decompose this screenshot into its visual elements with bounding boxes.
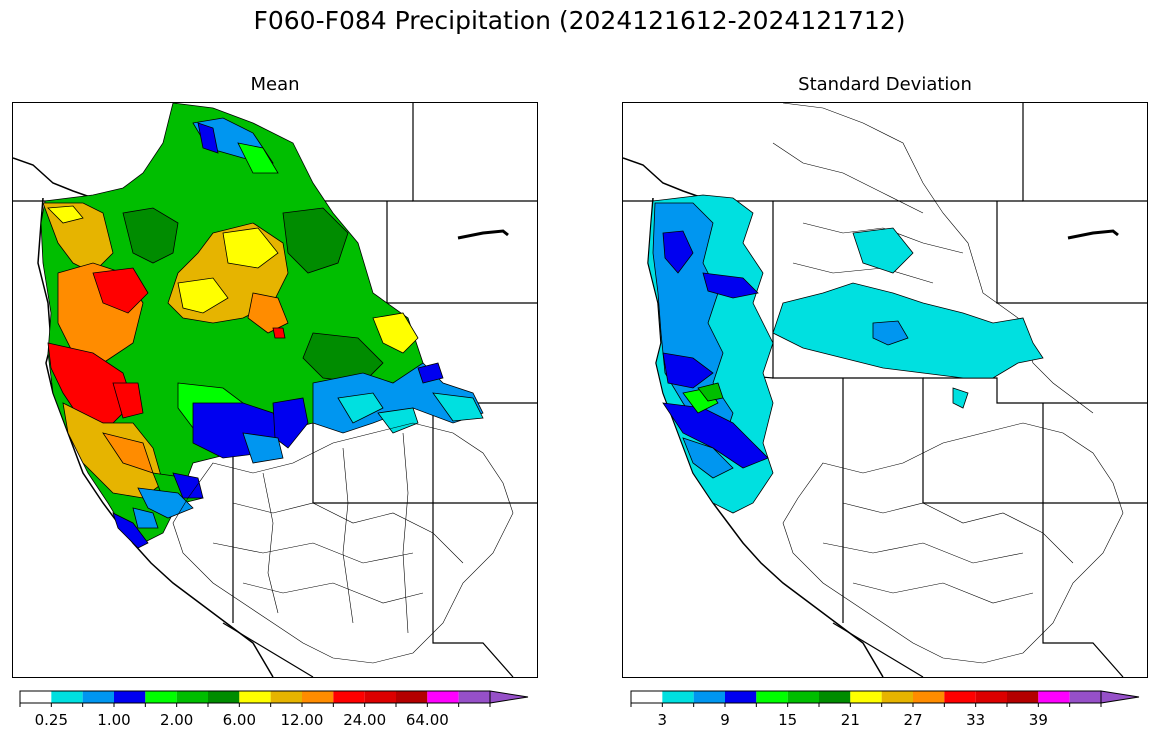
- colorbar-swatch: [396, 691, 428, 703]
- colorbar-label: 12.00: [281, 711, 324, 729]
- colorbar-label: 21: [841, 711, 860, 729]
- colorbar-swatch: [176, 691, 208, 703]
- colorbar-swatch: [1069, 691, 1101, 703]
- colorbar-swatch: [693, 691, 725, 703]
- colorbar-swatch: [850, 691, 882, 703]
- colorbar-label: 27: [903, 711, 922, 729]
- mean-colorbar: 0.25 1.00 2.00 6.00 12.00 24.00 64.00: [19, 690, 530, 740]
- colorbar-swatch: [364, 691, 396, 703]
- colorbar-swatch: [975, 691, 1007, 703]
- colorbar-swatch: [51, 691, 83, 703]
- mean-panel-title: Mean: [250, 74, 300, 95]
- precip-fill: [40, 103, 484, 549]
- colorbar-label: 15: [778, 711, 797, 729]
- colorbar-swatch: [944, 691, 976, 703]
- colorbar-swatch: [881, 691, 913, 703]
- colorbar-swatch: [145, 691, 177, 703]
- colorbar-outline: [19, 690, 490, 704]
- colorbar-label: 64.00: [406, 711, 449, 729]
- puget-coast: [13, 157, 94, 199]
- colorbar-label: 33: [966, 711, 985, 729]
- basin-outlines: [772, 103, 1124, 664]
- basin-outlines: [172, 422, 514, 664]
- stddev-panel-title: Standard Deviation: [798, 74, 972, 95]
- colorbar-swatch: [333, 691, 365, 703]
- colorbar-swatch: [819, 691, 851, 703]
- stddev-fill: [647, 194, 1044, 514]
- colorbar-swatch: [458, 691, 490, 703]
- puget-coast: [623, 157, 704, 199]
- colorbar-swatch: [913, 691, 945, 703]
- colorbar-swatch: [725, 691, 757, 703]
- colorbar-label: 1.00: [97, 711, 130, 729]
- colorbar-swatch: [239, 691, 271, 703]
- stddev-map[interactable]: [622, 102, 1148, 678]
- colorbar-swatch: [20, 691, 52, 703]
- figure-title: F060-F084 Precipitation (2024121612-2024…: [253, 6, 906, 35]
- colorbar-extend-arrow: [1100, 690, 1140, 704]
- colorbar-swatch: [427, 691, 459, 703]
- colorbar-label: 3: [658, 711, 668, 729]
- stddev-colorbar: 3 9 15 21 27 33 39: [630, 690, 1141, 740]
- colorbar-swatch: [114, 691, 146, 703]
- colorbar-label: 24.00: [343, 711, 386, 729]
- colorbar-label: 9: [720, 711, 730, 729]
- colorbar-swatch: [662, 691, 694, 703]
- colorbar-swatch: [302, 691, 334, 703]
- colorbar-swatch: [631, 691, 663, 703]
- colorbar-swatch: [1038, 691, 1070, 703]
- colorbar-label: 39: [1029, 711, 1048, 729]
- mean-map[interactable]: [12, 102, 538, 678]
- coastline: [37, 197, 274, 677]
- colorbar-swatch: [208, 691, 240, 703]
- colorbar-swatch: [787, 691, 819, 703]
- colorbar-swatch: [270, 691, 302, 703]
- colorbar-label: 6.00: [223, 711, 256, 729]
- lake: [457, 229, 509, 240]
- colorbar-label: 0.25: [35, 711, 68, 729]
- colorbar-extend-arrow: [489, 690, 529, 704]
- colorbar-swatch: [756, 691, 788, 703]
- lake: [1067, 229, 1119, 240]
- colorbar-swatch: [82, 691, 114, 703]
- colorbar-swatch: [1007, 691, 1039, 703]
- colorbar-label: 2.00: [160, 711, 193, 729]
- colorbar-outline: [630, 690, 1101, 704]
